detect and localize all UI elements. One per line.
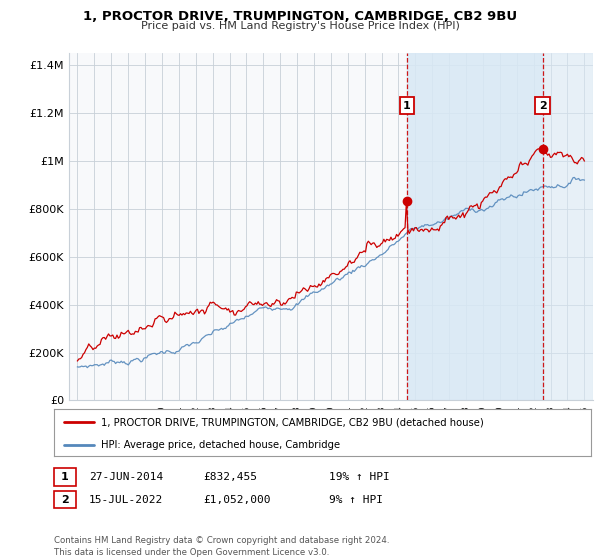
Text: £832,455: £832,455 xyxy=(203,472,257,482)
Text: 1: 1 xyxy=(403,101,411,111)
Bar xyxy=(407,53,543,400)
Text: Contains HM Land Registry data © Crown copyright and database right 2024.
This d: Contains HM Land Registry data © Crown c… xyxy=(54,536,389,557)
Text: 1, PROCTOR DRIVE, TRUMPINGTON, CAMBRIDGE, CB2 9BU: 1, PROCTOR DRIVE, TRUMPINGTON, CAMBRIDGE… xyxy=(83,10,517,23)
Text: 15-JUL-2022: 15-JUL-2022 xyxy=(89,494,163,505)
Text: 2: 2 xyxy=(539,101,547,111)
Text: Price paid vs. HM Land Registry's House Price Index (HPI): Price paid vs. HM Land Registry's House … xyxy=(140,21,460,31)
Text: £1,052,000: £1,052,000 xyxy=(203,494,271,505)
Text: 2: 2 xyxy=(61,494,68,505)
Text: 19% ↑ HPI: 19% ↑ HPI xyxy=(329,472,389,482)
Bar xyxy=(543,53,593,400)
Text: 9% ↑ HPI: 9% ↑ HPI xyxy=(329,494,383,505)
Text: 1, PROCTOR DRIVE, TRUMPINGTON, CAMBRIDGE, CB2 9BU (detached house): 1, PROCTOR DRIVE, TRUMPINGTON, CAMBRIDGE… xyxy=(101,417,484,427)
Text: 27-JUN-2014: 27-JUN-2014 xyxy=(89,472,163,482)
Text: HPI: Average price, detached house, Cambridge: HPI: Average price, detached house, Camb… xyxy=(101,440,340,450)
Text: 1: 1 xyxy=(61,472,68,482)
